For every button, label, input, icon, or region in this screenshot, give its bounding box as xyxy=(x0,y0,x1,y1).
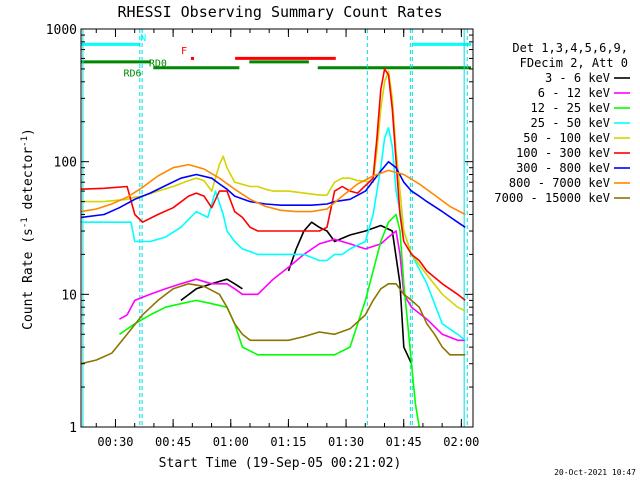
series-line-50-100-kev xyxy=(81,70,466,312)
state-label-rd0: RD0 xyxy=(149,59,167,70)
y-tick-label: 1 xyxy=(69,421,77,436)
series-line-100-300-kev xyxy=(81,68,466,302)
state-labels: N F RD0 RD6 xyxy=(123,33,187,79)
series-line-25-50-kev xyxy=(81,127,466,341)
timestamp: 20-Oct-2021 10:47 xyxy=(554,468,636,477)
y-axis-label-exp2: -1 xyxy=(20,136,30,147)
y-tick-label: 10 xyxy=(61,288,77,303)
legend-label-300-800-kev: 300 - 800 keV xyxy=(516,161,610,175)
legend-label-3-6-kev: 3 - 6 keV xyxy=(545,71,610,85)
instrument-state-markers xyxy=(81,29,472,427)
series-line-12-25-kev xyxy=(118,213,420,427)
x-tick-label: 00:30 xyxy=(97,435,133,449)
legend-label-12-25-kev: 12 - 25 keV xyxy=(531,101,610,115)
legend-label-800-7000-kev: 800 - 7000 keV xyxy=(509,176,610,190)
legend: Det 1,3,4,5,6,9, FDecim 2, Att 0 3 - 6 k… xyxy=(494,41,630,205)
series-line-3-6-kev xyxy=(180,278,243,302)
plot-frame xyxy=(80,28,474,428)
series-line-7000-15000-kev xyxy=(81,282,466,365)
x-tick-label: 01:15 xyxy=(270,435,306,449)
state-label-rd6: RD6 xyxy=(123,68,141,79)
y-axis-label: Count Rate (s-1 detector-1) xyxy=(20,128,36,330)
series-line-3-6-kev-1 xyxy=(287,221,413,365)
y-axis-label-exp1: -1 xyxy=(20,217,30,228)
axis-ticks: 00:30 00:45 01:00 01:15 01:30 01:45 02:00 1 10 10… xyxy=(46,23,480,449)
series-lines xyxy=(81,68,466,427)
chart-title: RHESSI Observing Summary Count Rates xyxy=(117,3,442,21)
state-label-n: N xyxy=(140,33,146,44)
x-tick-label: 01:30 xyxy=(328,435,364,449)
legend-label-6-12-kev: 6 - 12 keV xyxy=(538,86,610,100)
y-axis-label-end: ) xyxy=(21,128,36,136)
legend-label-100-300-kev: 100 - 300 keV xyxy=(516,146,610,160)
legend-header-line-2: FDecim 2, Att 0 xyxy=(520,56,628,70)
x-tick-label: 02:00 xyxy=(443,435,479,449)
plot-area-border xyxy=(80,28,474,428)
y-axis-label-mid: detector xyxy=(21,147,36,218)
y-tick-label: 100 xyxy=(54,156,77,171)
x-axis-label: Start Time (19-Sep-05 00:21:02) xyxy=(159,456,402,471)
x-tick-label: 01:45 xyxy=(386,435,422,449)
series-line-300-800-kev xyxy=(81,160,466,228)
x-tick-label: 01:00 xyxy=(213,435,249,449)
legend-label-50-100-kev: 50 - 100 keV xyxy=(523,131,610,145)
y-axis-label-main: Count Rate (s xyxy=(21,228,36,330)
legend-header-line-1: Det 1,3,4,5,6,9, xyxy=(512,41,628,55)
legend-label-25-50-kev: 25 - 50 keV xyxy=(531,116,610,130)
y-tick-label: 1000 xyxy=(46,23,77,38)
x-tick-label: 00:45 xyxy=(155,435,191,449)
state-label-f: F xyxy=(181,46,187,57)
legend-label-7000-15000-kev: 7000 - 15000 keV xyxy=(494,191,610,205)
series-line-800-7000-kev xyxy=(81,163,466,216)
